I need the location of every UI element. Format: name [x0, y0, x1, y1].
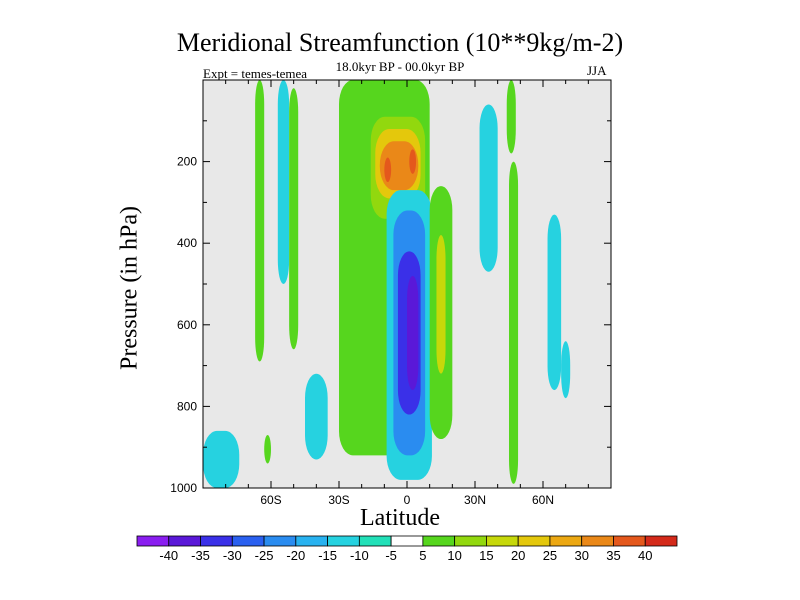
colorbar-label: -35	[191, 548, 210, 563]
colorbar-box	[454, 535, 487, 547]
colorbar-box	[168, 535, 201, 547]
chart-title: Meridional Streamfunction (10**9kg/m-2)	[176, 28, 624, 57]
colorbar-label: -40	[159, 548, 178, 563]
colorbar-box	[517, 535, 551, 547]
colorbar-box	[390, 535, 424, 547]
contour-region-pos-cell-max-n	[409, 149, 417, 174]
x-tick-label: 60N	[532, 493, 554, 507]
y-axis-title: Pressure (in hPa)	[116, 206, 143, 370]
x-axis-title: Latitude	[360, 505, 440, 531]
colorbar-label: 15	[479, 548, 493, 563]
y-tick-label: 200	[177, 155, 197, 169]
colorbar-label: 20	[511, 548, 525, 563]
colorbar-label: 10	[447, 548, 461, 563]
contour-region-pos-60s-low	[264, 434, 271, 464]
colorbar-label: -5	[385, 548, 397, 563]
y-tick-label: 800	[177, 399, 197, 413]
colorbar-label: -15	[318, 548, 337, 563]
contour-region-neg-30n	[479, 104, 498, 272]
axes: 60S 30S 0 30N 60N 200 400 600 800 1000	[170, 79, 612, 507]
plot-area	[203, 80, 611, 488]
colorbar-label: 30	[574, 548, 588, 563]
colorbar-label: -25	[255, 548, 274, 563]
colorbar-box	[263, 535, 297, 547]
season-label: JJA	[587, 63, 607, 78]
colorbar-box	[486, 535, 519, 547]
colorbar-box	[327, 535, 360, 547]
x-tick-label: 30S	[328, 493, 349, 507]
y-tick-label: 1000	[170, 481, 197, 495]
contour-region-neg-60s	[277, 80, 290, 284]
contour-region-neg-main-35	[407, 275, 419, 391]
contour-region-neg-65n	[547, 214, 562, 391]
colorbar-box	[422, 535, 456, 547]
colorbar: -40 -35 -30 -25 -20 -15 -10 -5 5 10 15 20 25 30 35 40	[136, 535, 678, 563]
chart-subtitle: 18.0kyr BP - 00.0kyr BP	[335, 59, 465, 74]
colorbar-box	[613, 535, 646, 547]
colorbar-label: -20	[286, 548, 305, 563]
colorbar-label: -10	[350, 548, 369, 563]
colorbar-label: 40	[638, 548, 652, 563]
contour-region-neg-south-ocean	[203, 430, 240, 488]
colorbar-label: 5	[419, 548, 426, 563]
colorbar-box	[136, 535, 170, 547]
experiment-label: Expt = temes-temea	[203, 66, 308, 81]
colorbar-box	[358, 535, 392, 547]
y-tick-label: 600	[177, 318, 197, 332]
colorbar-box	[295, 535, 328, 547]
colorbar-box	[549, 535, 583, 547]
x-tick-label: 60S	[260, 493, 281, 507]
colorbar-label: 25	[543, 548, 557, 563]
contour-region-neg-70n	[561, 341, 571, 399]
y-tick-label: 400	[177, 236, 197, 250]
contour-region-pos-70s	[255, 80, 265, 362]
contour-region-pos-50s	[289, 88, 299, 350]
x-tick-label: 0	[404, 493, 411, 507]
colorbar-label: 35	[606, 548, 620, 563]
contour-region-pos-cell-max-s	[384, 157, 392, 182]
colorbar-box	[644, 535, 678, 547]
contour-region-pos-45n	[509, 161, 519, 484]
contour-region-neg-40s-low	[305, 373, 328, 460]
contour-region-pos-15n-core	[436, 235, 446, 374]
contour-region-pos-40n	[506, 80, 516, 154]
colorbar-box	[200, 535, 233, 547]
colorbar-box	[231, 535, 265, 547]
x-tick-label: 30N	[464, 493, 486, 507]
colorbar-box	[581, 535, 614, 547]
colorbar-label: -30	[223, 548, 242, 563]
